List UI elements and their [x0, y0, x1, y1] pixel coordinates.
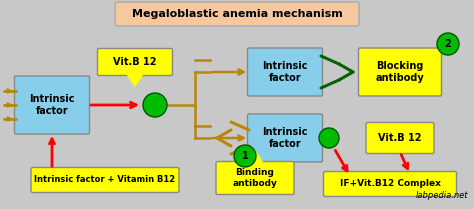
Text: Intrinsic
factor: Intrinsic factor — [262, 61, 308, 83]
Circle shape — [234, 145, 256, 167]
FancyBboxPatch shape — [115, 2, 359, 26]
Text: Blocking
antibody: Blocking antibody — [375, 61, 424, 83]
FancyBboxPatch shape — [98, 48, 173, 75]
FancyBboxPatch shape — [358, 48, 441, 96]
Circle shape — [319, 128, 339, 148]
FancyBboxPatch shape — [31, 167, 179, 192]
FancyBboxPatch shape — [366, 122, 434, 153]
Text: Megaloblastic anemia mechanism: Megaloblastic anemia mechanism — [132, 9, 342, 19]
FancyBboxPatch shape — [15, 76, 90, 134]
Text: Binding
antibody: Binding antibody — [233, 168, 277, 188]
Circle shape — [143, 93, 167, 117]
Text: 1: 1 — [242, 151, 248, 161]
Polygon shape — [127, 74, 143, 86]
FancyBboxPatch shape — [323, 172, 456, 196]
Circle shape — [437, 33, 459, 55]
Text: Vit.B 12: Vit.B 12 — [113, 57, 157, 67]
Text: Vit.B 12: Vit.B 12 — [378, 133, 422, 143]
Polygon shape — [247, 151, 263, 163]
Text: Intrinsic
factor: Intrinsic factor — [29, 94, 75, 116]
Text: 2: 2 — [445, 39, 451, 49]
FancyBboxPatch shape — [216, 162, 294, 195]
Text: IF+Vit.B12 Complex: IF+Vit.B12 Complex — [339, 180, 440, 189]
Text: Intrinsic factor + Vitamin B12: Intrinsic factor + Vitamin B12 — [35, 176, 175, 185]
Text: Intrinsic
factor: Intrinsic factor — [262, 127, 308, 149]
FancyBboxPatch shape — [247, 114, 322, 162]
Text: labpedia.net: labpedia.net — [416, 191, 468, 200]
FancyBboxPatch shape — [247, 48, 322, 96]
